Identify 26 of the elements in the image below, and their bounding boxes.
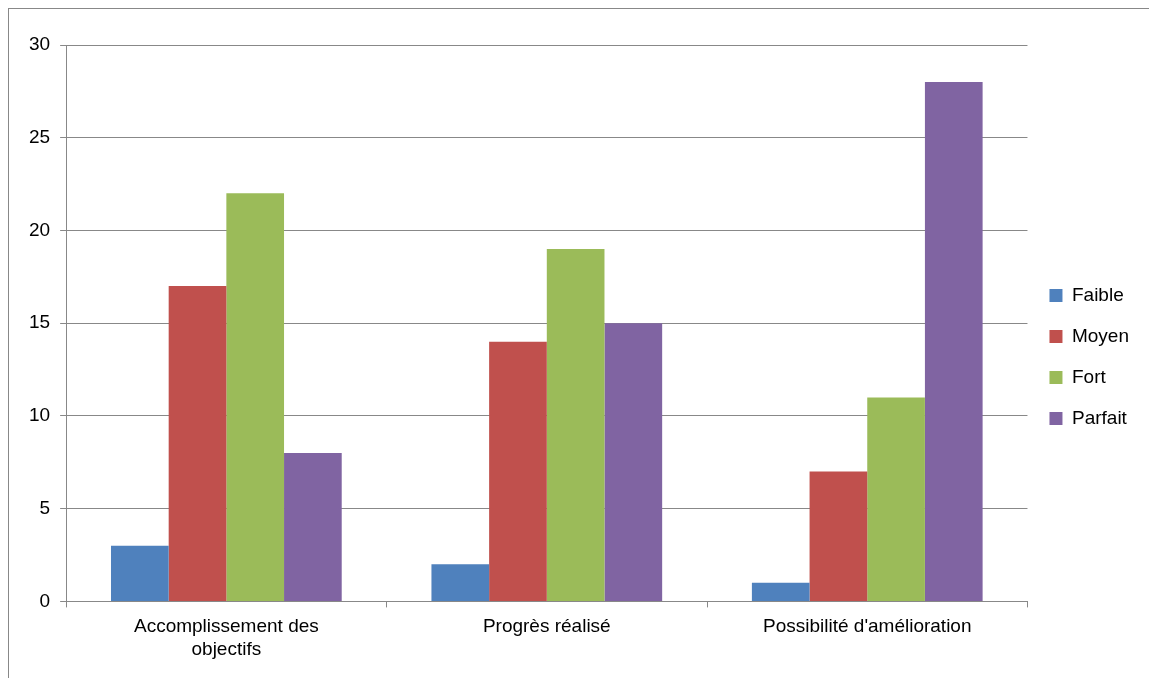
x-tick-label: Accomplissement des objectifs xyxy=(133,615,319,659)
y-tick-label: 0 xyxy=(39,589,51,611)
y-tick-label: 15 xyxy=(28,311,51,333)
x-tick-label: Progrès réalisé xyxy=(482,615,611,637)
bar xyxy=(924,82,983,601)
y-tick-label: 10 xyxy=(28,404,51,426)
bar xyxy=(604,323,663,601)
bar xyxy=(431,564,490,601)
legend-label: Faible xyxy=(1071,283,1124,305)
bar xyxy=(489,341,547,601)
bar xyxy=(226,193,285,601)
y-tick-label: 30 xyxy=(28,33,51,55)
legend-label: Parfait xyxy=(1071,406,1128,428)
legend-label: Fort xyxy=(1071,365,1107,387)
y-tick-label: 5 xyxy=(39,496,51,518)
legend-label: Moyen xyxy=(1071,324,1129,346)
bar xyxy=(809,471,868,601)
y-tick-label: 25 xyxy=(28,125,51,147)
bar xyxy=(867,397,925,601)
y-tick-label: 20 xyxy=(28,218,51,240)
bar xyxy=(751,582,810,601)
bar xyxy=(284,453,342,601)
bar xyxy=(111,545,169,601)
bar xyxy=(168,286,227,601)
x-tick-label: Possibilité d'amélioration xyxy=(762,615,972,637)
bar xyxy=(546,249,605,601)
